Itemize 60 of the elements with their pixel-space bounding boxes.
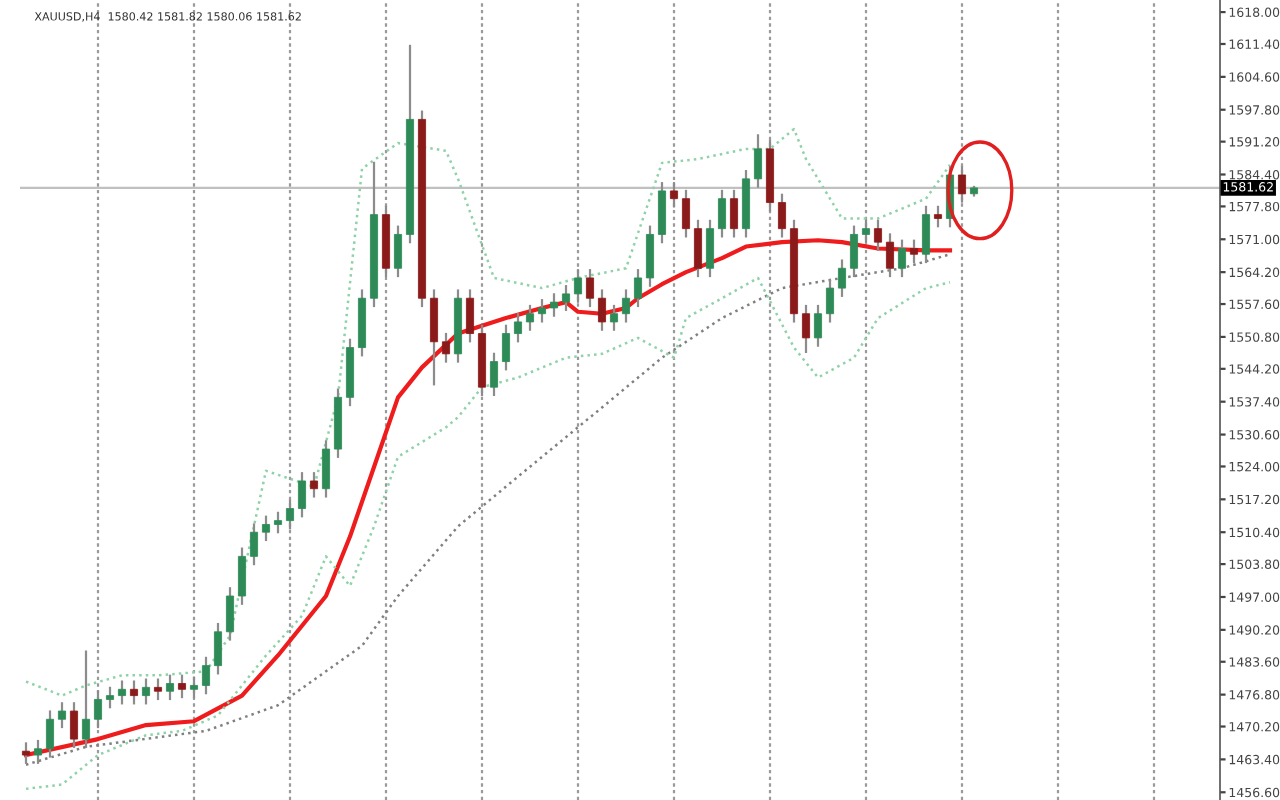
candlestick xyxy=(117,680,127,705)
candlestick xyxy=(873,219,883,252)
candlestick xyxy=(45,710,55,758)
candlestick xyxy=(537,299,547,323)
candlestick xyxy=(141,678,151,705)
candlestick xyxy=(525,304,535,331)
candlestick xyxy=(153,678,163,701)
candlestick xyxy=(633,269,643,308)
candlestick xyxy=(753,134,763,188)
candlestick xyxy=(825,279,835,323)
candlestick xyxy=(861,219,871,244)
candlestick xyxy=(705,219,715,278)
candlestick xyxy=(309,472,319,498)
candlestick xyxy=(213,622,223,675)
candlestick xyxy=(189,676,199,699)
candlestick xyxy=(165,674,175,701)
candlestick xyxy=(729,189,739,238)
candlestick xyxy=(297,472,307,518)
candlestick xyxy=(225,587,235,641)
candlestick xyxy=(177,674,187,699)
candlestick xyxy=(105,686,115,709)
candlestick xyxy=(957,166,967,203)
candlestick xyxy=(585,269,595,308)
candlestick xyxy=(681,189,691,238)
candlestick xyxy=(621,289,631,323)
candlestick xyxy=(777,193,787,238)
candlestick xyxy=(933,205,943,228)
candlestick xyxy=(465,289,475,343)
candlestick xyxy=(93,690,103,729)
candlestick xyxy=(657,182,667,244)
candlestick xyxy=(321,440,331,498)
candlestick xyxy=(561,285,571,311)
candlestick xyxy=(837,259,847,297)
candlestick xyxy=(429,289,439,386)
candlestick xyxy=(81,650,91,748)
candlestick xyxy=(489,352,499,397)
candlestick xyxy=(273,511,283,534)
candlestick xyxy=(717,189,727,238)
candlestick xyxy=(249,523,259,566)
candlestick xyxy=(285,499,295,530)
candlestick xyxy=(393,225,403,278)
candlestick xyxy=(669,182,679,208)
candlestick xyxy=(813,304,823,347)
candlestick xyxy=(801,304,811,354)
candlestick xyxy=(57,702,67,729)
candlestick xyxy=(693,219,703,278)
candlestick xyxy=(69,702,79,748)
candlestick xyxy=(645,225,655,287)
candlestick xyxy=(261,515,271,542)
candlestick xyxy=(573,269,583,303)
candlestick xyxy=(237,547,247,605)
candlestick xyxy=(201,656,211,695)
line-series xyxy=(24,127,952,697)
candlestick xyxy=(129,680,139,705)
candlestick xyxy=(549,293,559,317)
candlestick xyxy=(513,313,523,343)
candlestick xyxy=(609,304,619,331)
candlestick xyxy=(501,324,511,371)
candlestick xyxy=(441,332,451,363)
candlestick xyxy=(597,289,607,331)
